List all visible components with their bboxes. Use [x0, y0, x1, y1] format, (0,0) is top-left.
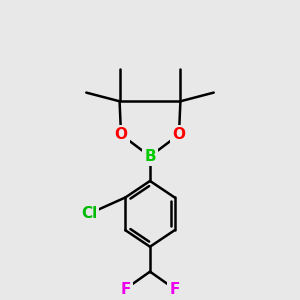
Text: O: O	[115, 127, 128, 142]
Text: B: B	[144, 149, 156, 164]
Text: Cl: Cl	[81, 206, 97, 221]
Text: O: O	[172, 127, 185, 142]
Text: F: F	[120, 281, 130, 296]
Text: F: F	[169, 281, 180, 296]
